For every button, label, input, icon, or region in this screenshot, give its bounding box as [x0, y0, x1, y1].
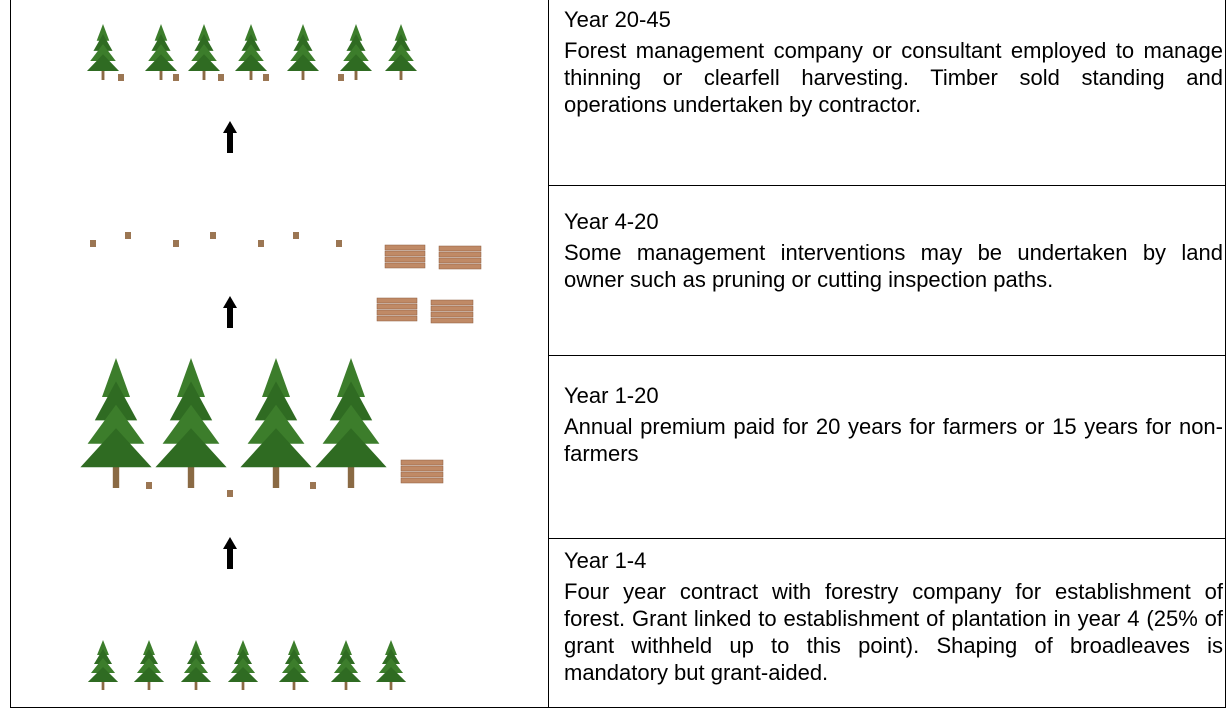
tree [86, 24, 120, 80]
log [400, 459, 444, 466]
stump [293, 232, 299, 239]
stump [118, 74, 124, 81]
tree [234, 24, 268, 80]
stump [336, 240, 342, 247]
log [376, 297, 418, 304]
stump [258, 240, 264, 247]
tree [87, 640, 119, 690]
tree [80, 358, 152, 488]
log [400, 477, 444, 484]
tree [133, 640, 165, 690]
row: Year 4-20 Some management interventions … [549, 185, 1225, 355]
stump [218, 74, 224, 81]
log [430, 311, 474, 318]
tree [227, 640, 259, 690]
stump [173, 74, 179, 81]
row-text: Four year contract with forestry company… [564, 579, 1223, 685]
row: Year 1-20 Annual premium paid for 20 yea… [549, 355, 1225, 538]
row-text: Annual premium paid for 20 years for far… [564, 414, 1223, 466]
tree [315, 358, 387, 488]
arrow [223, 537, 237, 569]
tree [240, 358, 312, 488]
tree [375, 640, 407, 690]
arrow [223, 296, 237, 328]
row: Year 1-4 Four year contract with forestr… [549, 538, 1225, 707]
row-title: Year 1-20 [564, 383, 659, 408]
stump [338, 74, 344, 81]
log [376, 303, 418, 310]
tree [180, 640, 212, 690]
tree [339, 24, 373, 80]
tree [278, 640, 310, 690]
tree [384, 24, 418, 80]
log [400, 471, 444, 478]
tree [330, 640, 362, 690]
stump [125, 232, 131, 239]
row-title: Year 4-20 [564, 209, 659, 234]
log [376, 309, 418, 316]
row-title: Year 20-45 [564, 7, 671, 32]
log [430, 317, 474, 324]
log [438, 257, 482, 264]
log [400, 465, 444, 472]
log [384, 256, 426, 263]
log [384, 262, 426, 269]
row-title: Year 1-4 [564, 548, 647, 573]
tree [155, 358, 227, 488]
stump [310, 482, 316, 489]
log [384, 244, 426, 251]
tree [286, 24, 320, 80]
log [430, 299, 474, 306]
stump [227, 490, 233, 497]
log [384, 250, 426, 257]
stump [146, 482, 152, 489]
table: Year 20-45 Forest management company or … [10, 0, 1226, 708]
stump [173, 240, 179, 247]
arrow [223, 121, 237, 153]
row-text: Some management interventions may be und… [564, 240, 1223, 292]
illustrations [80, 0, 549, 707]
stump [263, 74, 269, 81]
row: Year 20-45 Forest management company or … [549, 0, 1225, 185]
tree [187, 24, 221, 80]
log [438, 245, 482, 252]
log [430, 305, 474, 312]
stump [90, 240, 96, 247]
row-text: Forest management company or consultant … [564, 38, 1223, 117]
log [376, 315, 418, 322]
log [438, 251, 482, 258]
stump [210, 232, 216, 239]
tree [144, 24, 178, 80]
log [438, 263, 482, 270]
